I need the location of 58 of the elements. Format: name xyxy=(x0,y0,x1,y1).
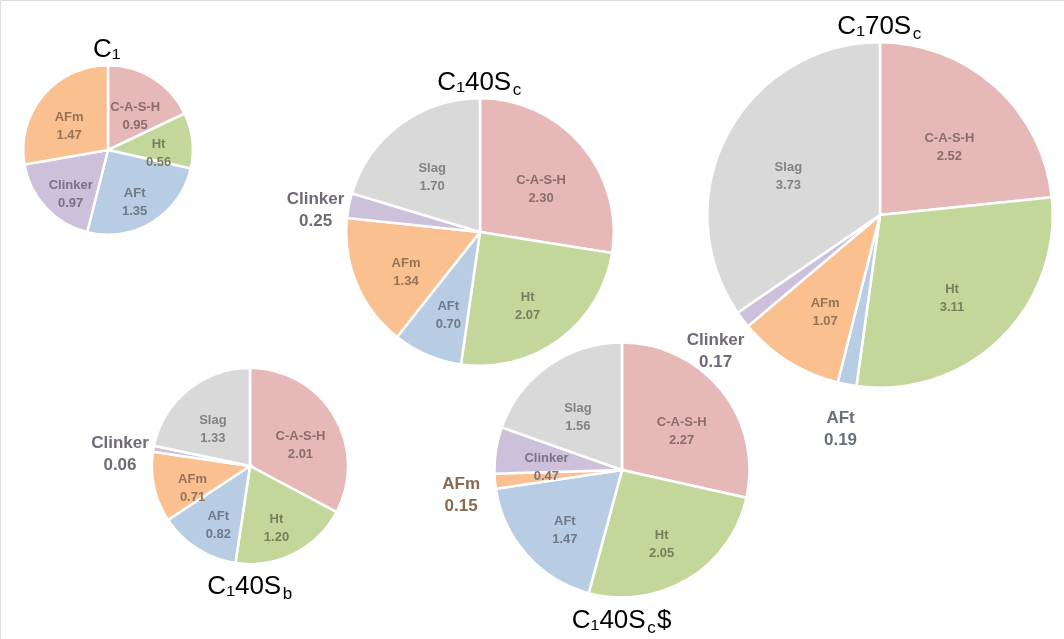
slice-label: Ht xyxy=(945,281,960,297)
slice-label: Slag xyxy=(199,412,227,428)
data-label: 3.73 xyxy=(775,176,802,192)
slice-label: Slag xyxy=(418,159,446,175)
data-label: 2.27 xyxy=(669,432,695,448)
slice-label: AFm xyxy=(442,474,481,494)
data-label: 0.82 xyxy=(205,525,231,541)
slice-label: Ht xyxy=(654,527,670,543)
slice-label: Clinker xyxy=(48,176,93,192)
slice-label: AFt xyxy=(554,512,577,528)
data-label: 0.70 xyxy=(435,315,461,331)
slice-label: Ht xyxy=(269,510,284,526)
data-label: 2.52 xyxy=(936,148,963,164)
data-label: 1.70 xyxy=(419,177,445,193)
data-label: 0.95 xyxy=(122,116,148,132)
slice-label: C-A-S-H xyxy=(516,171,566,187)
slice-label: AFt xyxy=(207,507,230,523)
chart-title: C₁ xyxy=(92,33,121,64)
slice-label: AFt xyxy=(826,407,856,427)
data-label: 0.15 xyxy=(444,496,478,516)
slice-label: C-A-S-H xyxy=(924,130,975,146)
data-label: 1.35 xyxy=(121,203,148,219)
data-label: 1.20 xyxy=(263,528,290,544)
data-label: 1.47 xyxy=(552,530,578,546)
data-label: 0.71 xyxy=(179,488,206,504)
slice-label: C-A-S-H xyxy=(275,427,326,443)
slice-label: Slag xyxy=(564,399,592,415)
data-label: 2.30 xyxy=(528,189,554,205)
slice-label: C-A-S-H xyxy=(656,414,707,430)
data-label: 0.97 xyxy=(58,194,84,210)
slice-label: Slag xyxy=(774,158,803,174)
slice-label: AFm xyxy=(178,470,207,486)
data-label: 1.07 xyxy=(812,312,838,328)
data-label: 3.11 xyxy=(939,299,965,315)
slice-label: Ht xyxy=(520,288,536,304)
slice-label: C-A-S-H xyxy=(110,98,161,114)
slice-label: Clinker xyxy=(686,330,745,350)
slice-label: Ht xyxy=(151,136,167,152)
slice-label: Clinker xyxy=(91,432,150,452)
slice-label: Clinker xyxy=(286,188,345,208)
data-label: 1.34 xyxy=(393,273,420,289)
data-label: 2.01 xyxy=(287,445,314,461)
slice-label: AFm xyxy=(391,255,421,271)
data-label: 1.33 xyxy=(200,430,226,446)
data-label: 0.19 xyxy=(823,429,858,449)
data-label: 1.56 xyxy=(565,417,591,433)
data-label: 2.05 xyxy=(648,545,675,561)
slice-label: AFm xyxy=(810,294,840,310)
slice-label: AFt xyxy=(123,185,147,201)
data-label: 1.47 xyxy=(56,127,82,143)
data-label: 0.56 xyxy=(145,154,172,170)
data-label: 0.17 xyxy=(699,352,733,372)
data-label: 0.06 xyxy=(103,454,137,474)
data-label: 0.25 xyxy=(299,210,333,230)
slice-label: AFt xyxy=(437,297,460,313)
data-label: 2.07 xyxy=(514,306,541,322)
slice-label: Clinker xyxy=(524,450,569,466)
slice-label: AFm xyxy=(54,109,84,125)
